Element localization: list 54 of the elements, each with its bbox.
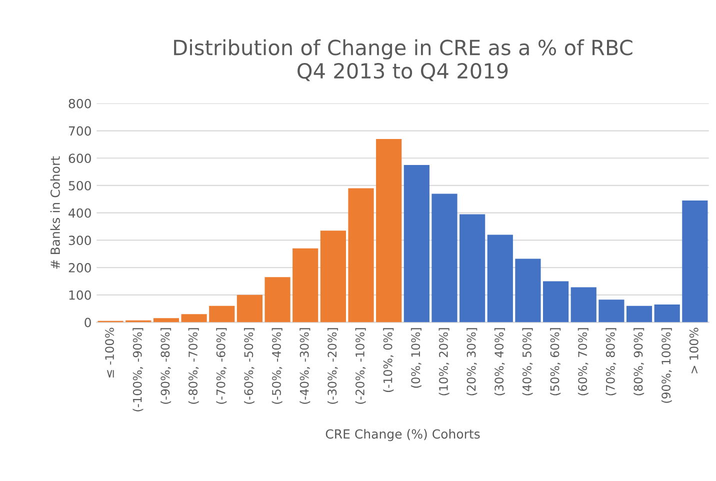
x-tick-label: (-70%, -60%] xyxy=(216,328,227,404)
bar xyxy=(570,287,596,322)
bar xyxy=(348,188,374,322)
y-tick-label: 200 xyxy=(68,263,91,272)
bar xyxy=(264,277,290,322)
x-tick-label: > 100% xyxy=(689,328,698,374)
y-axis-title: # Banks in Cohort xyxy=(50,156,60,269)
x-tick-label: (-50%, -40%] xyxy=(272,328,282,404)
bar xyxy=(682,200,708,322)
x-tick-label: (20%, 30%] xyxy=(466,328,478,396)
x-tick-label: (-60%, -50%] xyxy=(244,328,255,404)
x-tick-label: (-90%, -80%] xyxy=(160,328,172,404)
y-tick-label: 600 xyxy=(68,154,91,164)
x-tick-label: (30%, 40%] xyxy=(494,328,505,396)
bar xyxy=(626,306,652,322)
bar xyxy=(320,230,346,322)
bar xyxy=(487,234,513,322)
bar xyxy=(515,258,541,322)
y-tick-label: 300 xyxy=(68,236,91,246)
x-axis-title: CRE Change (%) Cohorts xyxy=(326,429,480,442)
x-tick-label: (-80%, -70%] xyxy=(188,328,199,404)
bar xyxy=(460,214,486,322)
y-tick-label: 800 xyxy=(68,98,91,108)
y-tick-label: 0 xyxy=(84,318,91,328)
x-tick-label: (90%, 100%] xyxy=(661,328,672,403)
y-tick-label: 500 xyxy=(68,180,91,190)
bar xyxy=(542,281,569,322)
x-tick-label: (-40%, -30%] xyxy=(300,328,310,404)
bar xyxy=(432,194,458,322)
x-tick-label: (60%, 70%] xyxy=(578,328,588,396)
x-tick-label: (80%, 90%] xyxy=(634,328,644,396)
y-tick-label: 700 xyxy=(68,126,91,136)
x-tick-label: (40%, 50%] xyxy=(522,328,533,396)
x-tick-label: (-100%, -90%] xyxy=(132,328,144,412)
chart-title: Distribution of Change in CRE as a % of RBC Q4 2013 to Q4 2019 xyxy=(174,39,632,82)
x-tick-label: ≤ -100% xyxy=(105,328,114,378)
bar xyxy=(598,300,624,322)
x-tick-label: (10%, 20%] xyxy=(438,328,450,396)
bar xyxy=(292,248,318,322)
x-tick-label: (0%, 10%] xyxy=(410,328,422,388)
bar xyxy=(153,318,180,322)
x-tick-label: (-20%, -10%] xyxy=(355,328,366,404)
x-tick-label: (70%, 80%] xyxy=(606,328,616,396)
x-tick-label: (50%, 60%] xyxy=(550,328,561,396)
x-tick-label: (-30%, -20%] xyxy=(327,328,338,404)
y-tick-label: 100 xyxy=(69,290,91,300)
x-tick-label: (-10%, 0%] xyxy=(383,328,394,392)
bar xyxy=(654,304,680,322)
y-tick-label: 400 xyxy=(68,208,91,218)
bar xyxy=(376,138,402,322)
bar xyxy=(236,294,263,322)
bar xyxy=(209,306,235,322)
bar xyxy=(181,314,207,322)
bar xyxy=(404,164,430,322)
